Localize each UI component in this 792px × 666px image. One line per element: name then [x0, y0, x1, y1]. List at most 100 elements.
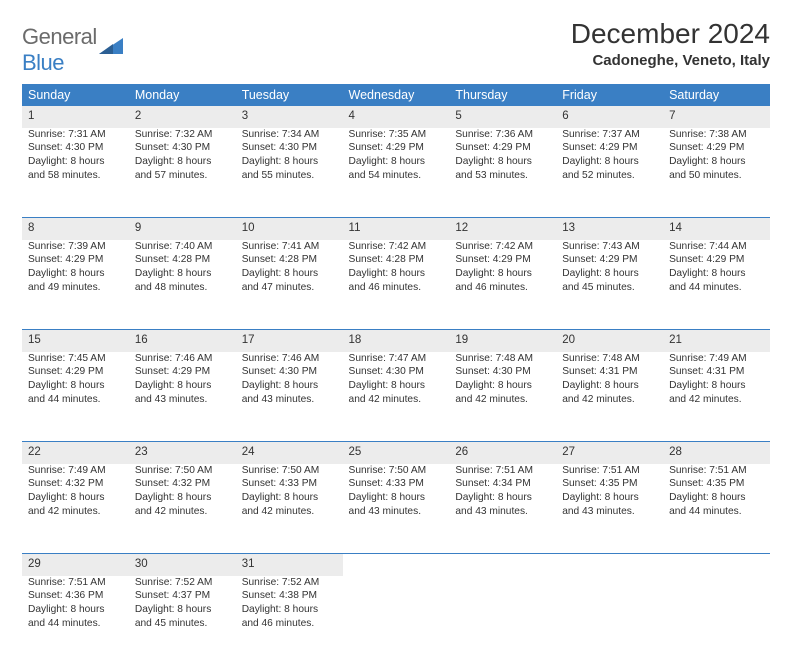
sunset-text: Sunset: 4:30 PM — [242, 141, 337, 155]
daylight-text: Daylight: 8 hours — [562, 267, 657, 281]
day-number-row: 15161718192021 — [22, 330, 770, 352]
sunset-text: Sunset: 4:28 PM — [135, 253, 230, 267]
sunrise-text: Sunrise: 7:52 AM — [242, 576, 337, 590]
day-cell — [663, 576, 770, 666]
daylight-text: Daylight: 8 hours — [669, 267, 764, 281]
day-cell: Sunrise: 7:51 AMSunset: 4:34 PMDaylight:… — [449, 464, 556, 554]
sunrise-text: Sunrise: 7:38 AM — [669, 128, 764, 142]
day-cell: Sunrise: 7:31 AMSunset: 4:30 PMDaylight:… — [22, 128, 129, 218]
day-cell: Sunrise: 7:50 AMSunset: 4:33 PMDaylight:… — [236, 464, 343, 554]
daylight-text: and 53 minutes. — [455, 169, 550, 183]
sunset-text: Sunset: 4:31 PM — [562, 365, 657, 379]
day-cell: Sunrise: 7:50 AMSunset: 4:32 PMDaylight:… — [129, 464, 236, 554]
day-cell: Sunrise: 7:47 AMSunset: 4:30 PMDaylight:… — [343, 352, 450, 442]
sunrise-text: Sunrise: 7:48 AM — [455, 352, 550, 366]
sunset-text: Sunset: 4:36 PM — [28, 589, 123, 603]
sunrise-text: Sunrise: 7:50 AM — [242, 464, 337, 478]
month-title: December 2024 — [571, 18, 770, 50]
daylight-text: and 42 minutes. — [562, 393, 657, 407]
day-cell: Sunrise: 7:45 AMSunset: 4:29 PMDaylight:… — [22, 352, 129, 442]
sunset-text: Sunset: 4:29 PM — [28, 253, 123, 267]
sunrise-text: Sunrise: 7:31 AM — [28, 128, 123, 142]
day-number: 3 — [236, 106, 343, 128]
day-cell — [449, 576, 556, 666]
day-number-row: 22232425262728 — [22, 442, 770, 464]
sunset-text: Sunset: 4:29 PM — [349, 141, 444, 155]
day-cell: Sunrise: 7:40 AMSunset: 4:28 PMDaylight:… — [129, 240, 236, 330]
daylight-text: and 46 minutes. — [455, 281, 550, 295]
weekday-header: Wednesday — [343, 84, 450, 106]
calendar-page: General Blue December 2024 Cadoneghe, Ve… — [0, 0, 792, 666]
weekday-header: Thursday — [449, 84, 556, 106]
logo: General Blue — [22, 24, 125, 76]
sunset-text: Sunset: 4:31 PM — [669, 365, 764, 379]
sunrise-text: Sunrise: 7:37 AM — [562, 128, 657, 142]
sunset-text: Sunset: 4:38 PM — [242, 589, 337, 603]
sunset-text: Sunset: 4:37 PM — [135, 589, 230, 603]
day-cell: Sunrise: 7:39 AMSunset: 4:29 PMDaylight:… — [22, 240, 129, 330]
day-cell: Sunrise: 7:32 AMSunset: 4:30 PMDaylight:… — [129, 128, 236, 218]
day-cell: Sunrise: 7:42 AMSunset: 4:29 PMDaylight:… — [449, 240, 556, 330]
sunset-text: Sunset: 4:28 PM — [349, 253, 444, 267]
daylight-text: and 43 minutes. — [455, 505, 550, 519]
day-number: 15 — [22, 330, 129, 352]
daylight-text: and 44 minutes. — [669, 505, 764, 519]
sunset-text: Sunset: 4:29 PM — [562, 141, 657, 155]
sunrise-text: Sunrise: 7:52 AM — [135, 576, 230, 590]
day-cell: Sunrise: 7:44 AMSunset: 4:29 PMDaylight:… — [663, 240, 770, 330]
daylight-text: and 58 minutes. — [28, 169, 123, 183]
sunrise-text: Sunrise: 7:40 AM — [135, 240, 230, 254]
header: General Blue December 2024 Cadoneghe, Ve… — [22, 18, 770, 76]
day-number: 24 — [236, 442, 343, 464]
day-cell: Sunrise: 7:37 AMSunset: 4:29 PMDaylight:… — [556, 128, 663, 218]
daylight-text: and 46 minutes. — [349, 281, 444, 295]
sunset-text: Sunset: 4:30 PM — [135, 141, 230, 155]
sunset-text: Sunset: 4:32 PM — [28, 477, 123, 491]
daylight-text: Daylight: 8 hours — [242, 155, 337, 169]
location: Cadoneghe, Veneto, Italy — [571, 52, 770, 69]
day-number: 14 — [663, 218, 770, 240]
weekday-header-row: SundayMondayTuesdayWednesdayThursdayFrid… — [22, 84, 770, 106]
sunrise-text: Sunrise: 7:32 AM — [135, 128, 230, 142]
day-number: 5 — [449, 106, 556, 128]
daylight-text: Daylight: 8 hours — [562, 155, 657, 169]
sunrise-text: Sunrise: 7:46 AM — [135, 352, 230, 366]
day-number: 11 — [343, 218, 450, 240]
day-number: 28 — [663, 442, 770, 464]
sunrise-text: Sunrise: 7:51 AM — [28, 576, 123, 590]
day-content-row: Sunrise: 7:51 AMSunset: 4:36 PMDaylight:… — [22, 576, 770, 666]
daylight-text: Daylight: 8 hours — [28, 603, 123, 617]
daylight-text: Daylight: 8 hours — [242, 267, 337, 281]
daylight-text: and 54 minutes. — [349, 169, 444, 183]
logo-word1: General — [22, 24, 97, 49]
day-number: 6 — [556, 106, 663, 128]
weekday-header: Friday — [556, 84, 663, 106]
day-content-row: Sunrise: 7:31 AMSunset: 4:30 PMDaylight:… — [22, 128, 770, 218]
sunrise-text: Sunrise: 7:42 AM — [349, 240, 444, 254]
day-number: 13 — [556, 218, 663, 240]
day-number: 25 — [343, 442, 450, 464]
day-number-row: 1234567 — [22, 106, 770, 128]
day-cell: Sunrise: 7:52 AMSunset: 4:38 PMDaylight:… — [236, 576, 343, 666]
daylight-text: and 45 minutes. — [135, 617, 230, 631]
daylight-text: Daylight: 8 hours — [455, 155, 550, 169]
daylight-text: Daylight: 8 hours — [28, 491, 123, 505]
daylight-text: and 57 minutes. — [135, 169, 230, 183]
sunset-text: Sunset: 4:29 PM — [669, 141, 764, 155]
day-number: 17 — [236, 330, 343, 352]
day-cell: Sunrise: 7:35 AMSunset: 4:29 PMDaylight:… — [343, 128, 450, 218]
day-number: 16 — [129, 330, 236, 352]
daylight-text: and 49 minutes. — [28, 281, 123, 295]
day-cell: Sunrise: 7:46 AMSunset: 4:30 PMDaylight:… — [236, 352, 343, 442]
daylight-text: Daylight: 8 hours — [242, 603, 337, 617]
day-number: 10 — [236, 218, 343, 240]
day-number: 22 — [22, 442, 129, 464]
day-number: 26 — [449, 442, 556, 464]
daylight-text: Daylight: 8 hours — [455, 267, 550, 281]
daylight-text: and 44 minutes. — [28, 617, 123, 631]
day-cell: Sunrise: 7:49 AMSunset: 4:31 PMDaylight:… — [663, 352, 770, 442]
weekday-header: Saturday — [663, 84, 770, 106]
daylight-text: Daylight: 8 hours — [455, 491, 550, 505]
sunrise-text: Sunrise: 7:43 AM — [562, 240, 657, 254]
daylight-text: Daylight: 8 hours — [135, 603, 230, 617]
